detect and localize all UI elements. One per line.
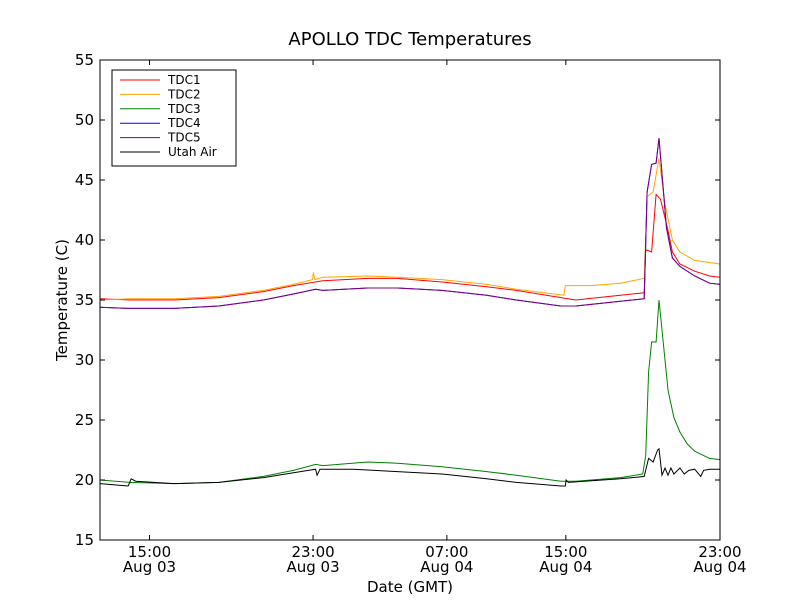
x-tick-label-time: 23:00: [698, 543, 741, 561]
y-tick-label: 40: [75, 231, 94, 249]
series-line-tdc1: [99, 193, 721, 301]
y-tick-label: 15: [75, 531, 94, 549]
chart-title: APOLLO TDC Temperatures: [288, 29, 531, 50]
legend-label-tdc5: TDC5: [167, 131, 201, 145]
series-line-tdc3: [99, 299, 721, 485]
legend-label-utah-air: Utah Air: [168, 145, 217, 159]
x-tick-label-time: 23:00: [291, 543, 334, 561]
x-tick-label-time: 15:00: [544, 543, 587, 561]
series-line-tdc2: [99, 158, 721, 301]
x-tick-label-date: Aug 04: [420, 558, 473, 576]
series-layer: [99, 137, 721, 487]
legend-label-tdc4: TDC4: [167, 116, 201, 130]
y-tick-label: 35: [75, 291, 94, 309]
x-tick-label-date: Aug 04: [693, 558, 746, 576]
x-tick-label-date: Aug 03: [123, 558, 176, 576]
x-tick-label-time: 15:00: [128, 543, 171, 561]
y-tick-label: 25: [75, 411, 94, 429]
y-tick-label: 45: [75, 171, 94, 189]
x-axis-label: Date (GMT): [367, 578, 453, 596]
x-tick-label-date: Aug 03: [286, 558, 339, 576]
y-tick-label: 50: [75, 111, 94, 129]
x-tick-label-date: Aug 04: [539, 558, 592, 576]
legend-label-tdc2: TDC2: [167, 87, 201, 101]
y-tick-label: 55: [75, 51, 94, 69]
series-line-tdc5: [99, 137, 721, 309]
legend-box: [111, 69, 237, 167]
x-tick-label-time: 07:00: [425, 543, 468, 561]
legend-label-tdc3: TDC3: [167, 102, 201, 116]
y-axis-label: Temperature (C): [53, 239, 71, 362]
legend-label-tdc1: TDC1: [167, 73, 201, 87]
series-line-utah-air: [99, 447, 720, 487]
y-tick-label: 20: [75, 471, 94, 489]
y-tick-label: 30: [75, 351, 94, 369]
